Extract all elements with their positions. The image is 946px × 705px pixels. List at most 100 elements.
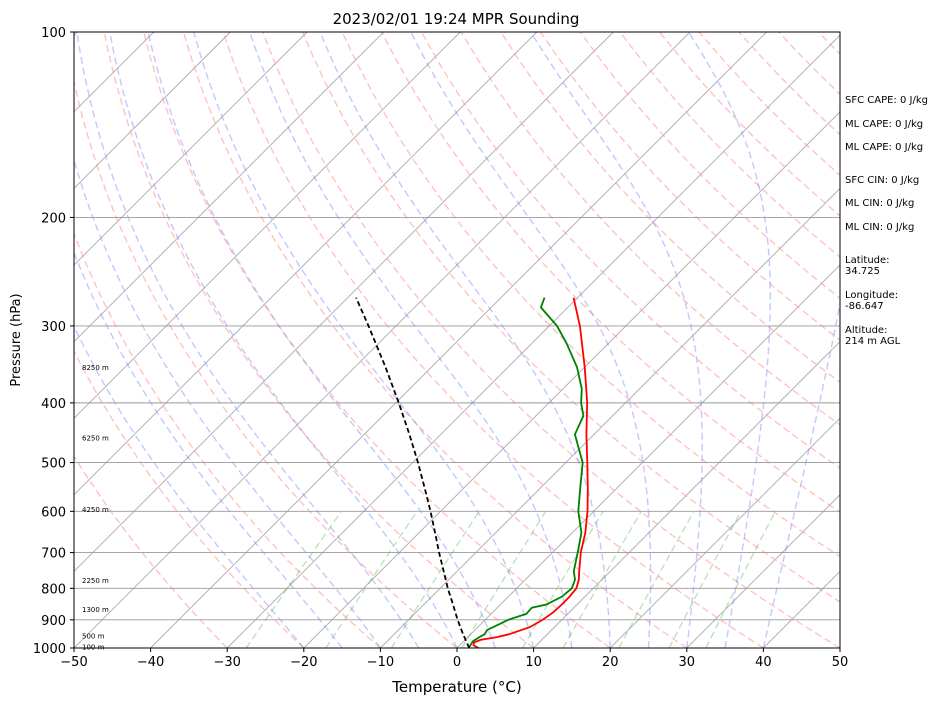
y-tick-label: 900 bbox=[41, 614, 66, 629]
x-tick-label: −40 bbox=[137, 655, 164, 670]
x-axis-label: Temperature (°C) bbox=[391, 678, 521, 696]
y-tick-label: 500 bbox=[41, 457, 66, 472]
x-tick-label: 10 bbox=[525, 655, 542, 670]
moist-adiabat-line bbox=[74, 324, 305, 648]
x-tick-label: −50 bbox=[60, 655, 87, 670]
height-label: 6250 m bbox=[82, 434, 109, 442]
ml-cape-text: ML CAPE: 0 J/kg bbox=[845, 119, 924, 130]
y-tick-label: 300 bbox=[41, 320, 66, 335]
dry-adiabat-line bbox=[381, 32, 840, 513]
moist-adiabat-line bbox=[249, 32, 573, 648]
x-tick-label: 30 bbox=[679, 655, 696, 670]
y-tick-label: 700 bbox=[41, 547, 66, 562]
moist-adiabat-line bbox=[762, 300, 840, 648]
height-label: 8250 m bbox=[82, 364, 109, 372]
dry-adiabat-line bbox=[579, 32, 840, 300]
isotherm-line bbox=[74, 32, 308, 266]
height-label: 1300 m bbox=[82, 606, 109, 614]
plot-frame bbox=[73, 31, 841, 649]
isotherm-line bbox=[74, 32, 614, 573]
mixing-ratio-line bbox=[521, 510, 604, 648]
dry-adiabat-line bbox=[539, 32, 840, 341]
x-tick-label: −20 bbox=[290, 655, 317, 670]
mixing-ratio-line bbox=[705, 510, 777, 648]
isotherm-line bbox=[533, 340, 840, 648]
profile-line-3 bbox=[355, 297, 471, 648]
ml-cin-text-2: ML CIN: 0 J/kg bbox=[845, 222, 915, 233]
x-tick-label: 20 bbox=[602, 655, 619, 670]
y-tick-label: 200 bbox=[41, 211, 66, 226]
longitude-value: -86.647 bbox=[845, 301, 884, 312]
dry-adiabat-line bbox=[74, 454, 228, 648]
y-tick-label: 1000 bbox=[33, 642, 66, 657]
profile-lines bbox=[355, 297, 589, 648]
dry-adiabat-line bbox=[460, 32, 840, 426]
dry-adiabat-line bbox=[74, 231, 381, 648]
isotherm-line bbox=[609, 417, 840, 648]
sfc-cape-text: SFC CAPE: 0 J/kg bbox=[845, 95, 928, 106]
isotherm-line bbox=[74, 32, 691, 648]
dry-adiabat-line bbox=[74, 349, 305, 648]
mixing-ratio-line bbox=[461, 510, 547, 648]
dry-adiabat-line bbox=[182, 32, 688, 648]
background-lines bbox=[0, 32, 946, 648]
longitude-label: Longitude: bbox=[845, 290, 899, 301]
y-tick-label: 100 bbox=[41, 26, 66, 41]
dry-adiabat-line bbox=[262, 32, 840, 648]
dry-adiabat-line bbox=[301, 32, 840, 603]
latitude-label: Latitude: bbox=[845, 255, 890, 266]
isotherm-line bbox=[303, 111, 840, 648]
y-axis-label: Pressure (hPa) bbox=[9, 293, 24, 386]
profile-line-2 bbox=[467, 297, 585, 648]
isotherm-line bbox=[150, 32, 767, 648]
pressure-gridlines bbox=[74, 32, 840, 648]
isotherm-line bbox=[686, 494, 840, 648]
y-tick-label: 800 bbox=[41, 582, 66, 597]
isotherm-line bbox=[456, 264, 840, 648]
moist-adiabat-line bbox=[109, 32, 458, 648]
x-tick-label: 0 bbox=[453, 655, 461, 670]
dry-adiabat-line bbox=[143, 32, 611, 648]
mixing-ratio-line bbox=[325, 510, 418, 648]
y-axis-ticks: 100 200 300 400 500 600 700 800 900 1000 bbox=[33, 26, 74, 657]
dry-adiabat-line bbox=[74, 79, 458, 648]
dry-adiabat-line bbox=[500, 32, 840, 384]
moist-adiabat-line bbox=[76, 32, 420, 648]
profile-line-1 bbox=[472, 297, 589, 648]
moist-adiabat-line bbox=[530, 32, 703, 648]
altitude-value: 214 m AGL bbox=[845, 336, 901, 347]
ml-cape-text-2: ML CAPE: 0 J/kg bbox=[845, 142, 924, 153]
ml-cin-text: ML CIN: 0 J/kg bbox=[845, 198, 915, 209]
isotherm-line bbox=[74, 32, 538, 496]
isotherm-line bbox=[0, 32, 1, 648]
mixing-ratio-line bbox=[668, 510, 742, 648]
x-tick-label: 50 bbox=[832, 655, 849, 670]
height-label: 2250 m bbox=[82, 577, 109, 585]
isotherm-line bbox=[380, 187, 840, 648]
x-tick-label: 40 bbox=[755, 655, 772, 670]
isotherm-line bbox=[74, 32, 231, 190]
x-axis-ticks: −50 −40 −30 −20 −10 0 10 20 30 40 50 bbox=[60, 648, 848, 670]
x-tick-label: −10 bbox=[367, 655, 394, 670]
y-tick-label: 400 bbox=[41, 397, 66, 412]
moist-adiabat-line bbox=[74, 157, 381, 648]
moist-adiabat-line bbox=[193, 32, 535, 648]
isotherm-line bbox=[74, 32, 461, 419]
chart-title: 2023/02/01 19:24 MPR Sounding bbox=[333, 10, 580, 28]
height-label: 500 m bbox=[82, 633, 105, 641]
isotherm-line bbox=[226, 34, 840, 648]
isotherm-line bbox=[74, 32, 384, 343]
dry-adiabat-line bbox=[937, 32, 946, 648]
moist-adiabat-line bbox=[147, 32, 496, 648]
x-tick-label: −30 bbox=[213, 655, 240, 670]
latitude-value: 34.725 bbox=[845, 266, 880, 277]
moist-adiabat-line bbox=[410, 32, 652, 648]
moist-adiabat-line bbox=[688, 32, 771, 648]
y-tick-label: 600 bbox=[41, 505, 66, 520]
dry-adiabat-line bbox=[341, 32, 840, 558]
sfc-cin-text: SFC CIN: 0 J/kg bbox=[845, 175, 920, 186]
height-label: 4250 m bbox=[82, 506, 109, 514]
dry-adiabat-line bbox=[222, 32, 764, 648]
dry-adiabat-line bbox=[103, 32, 535, 648]
